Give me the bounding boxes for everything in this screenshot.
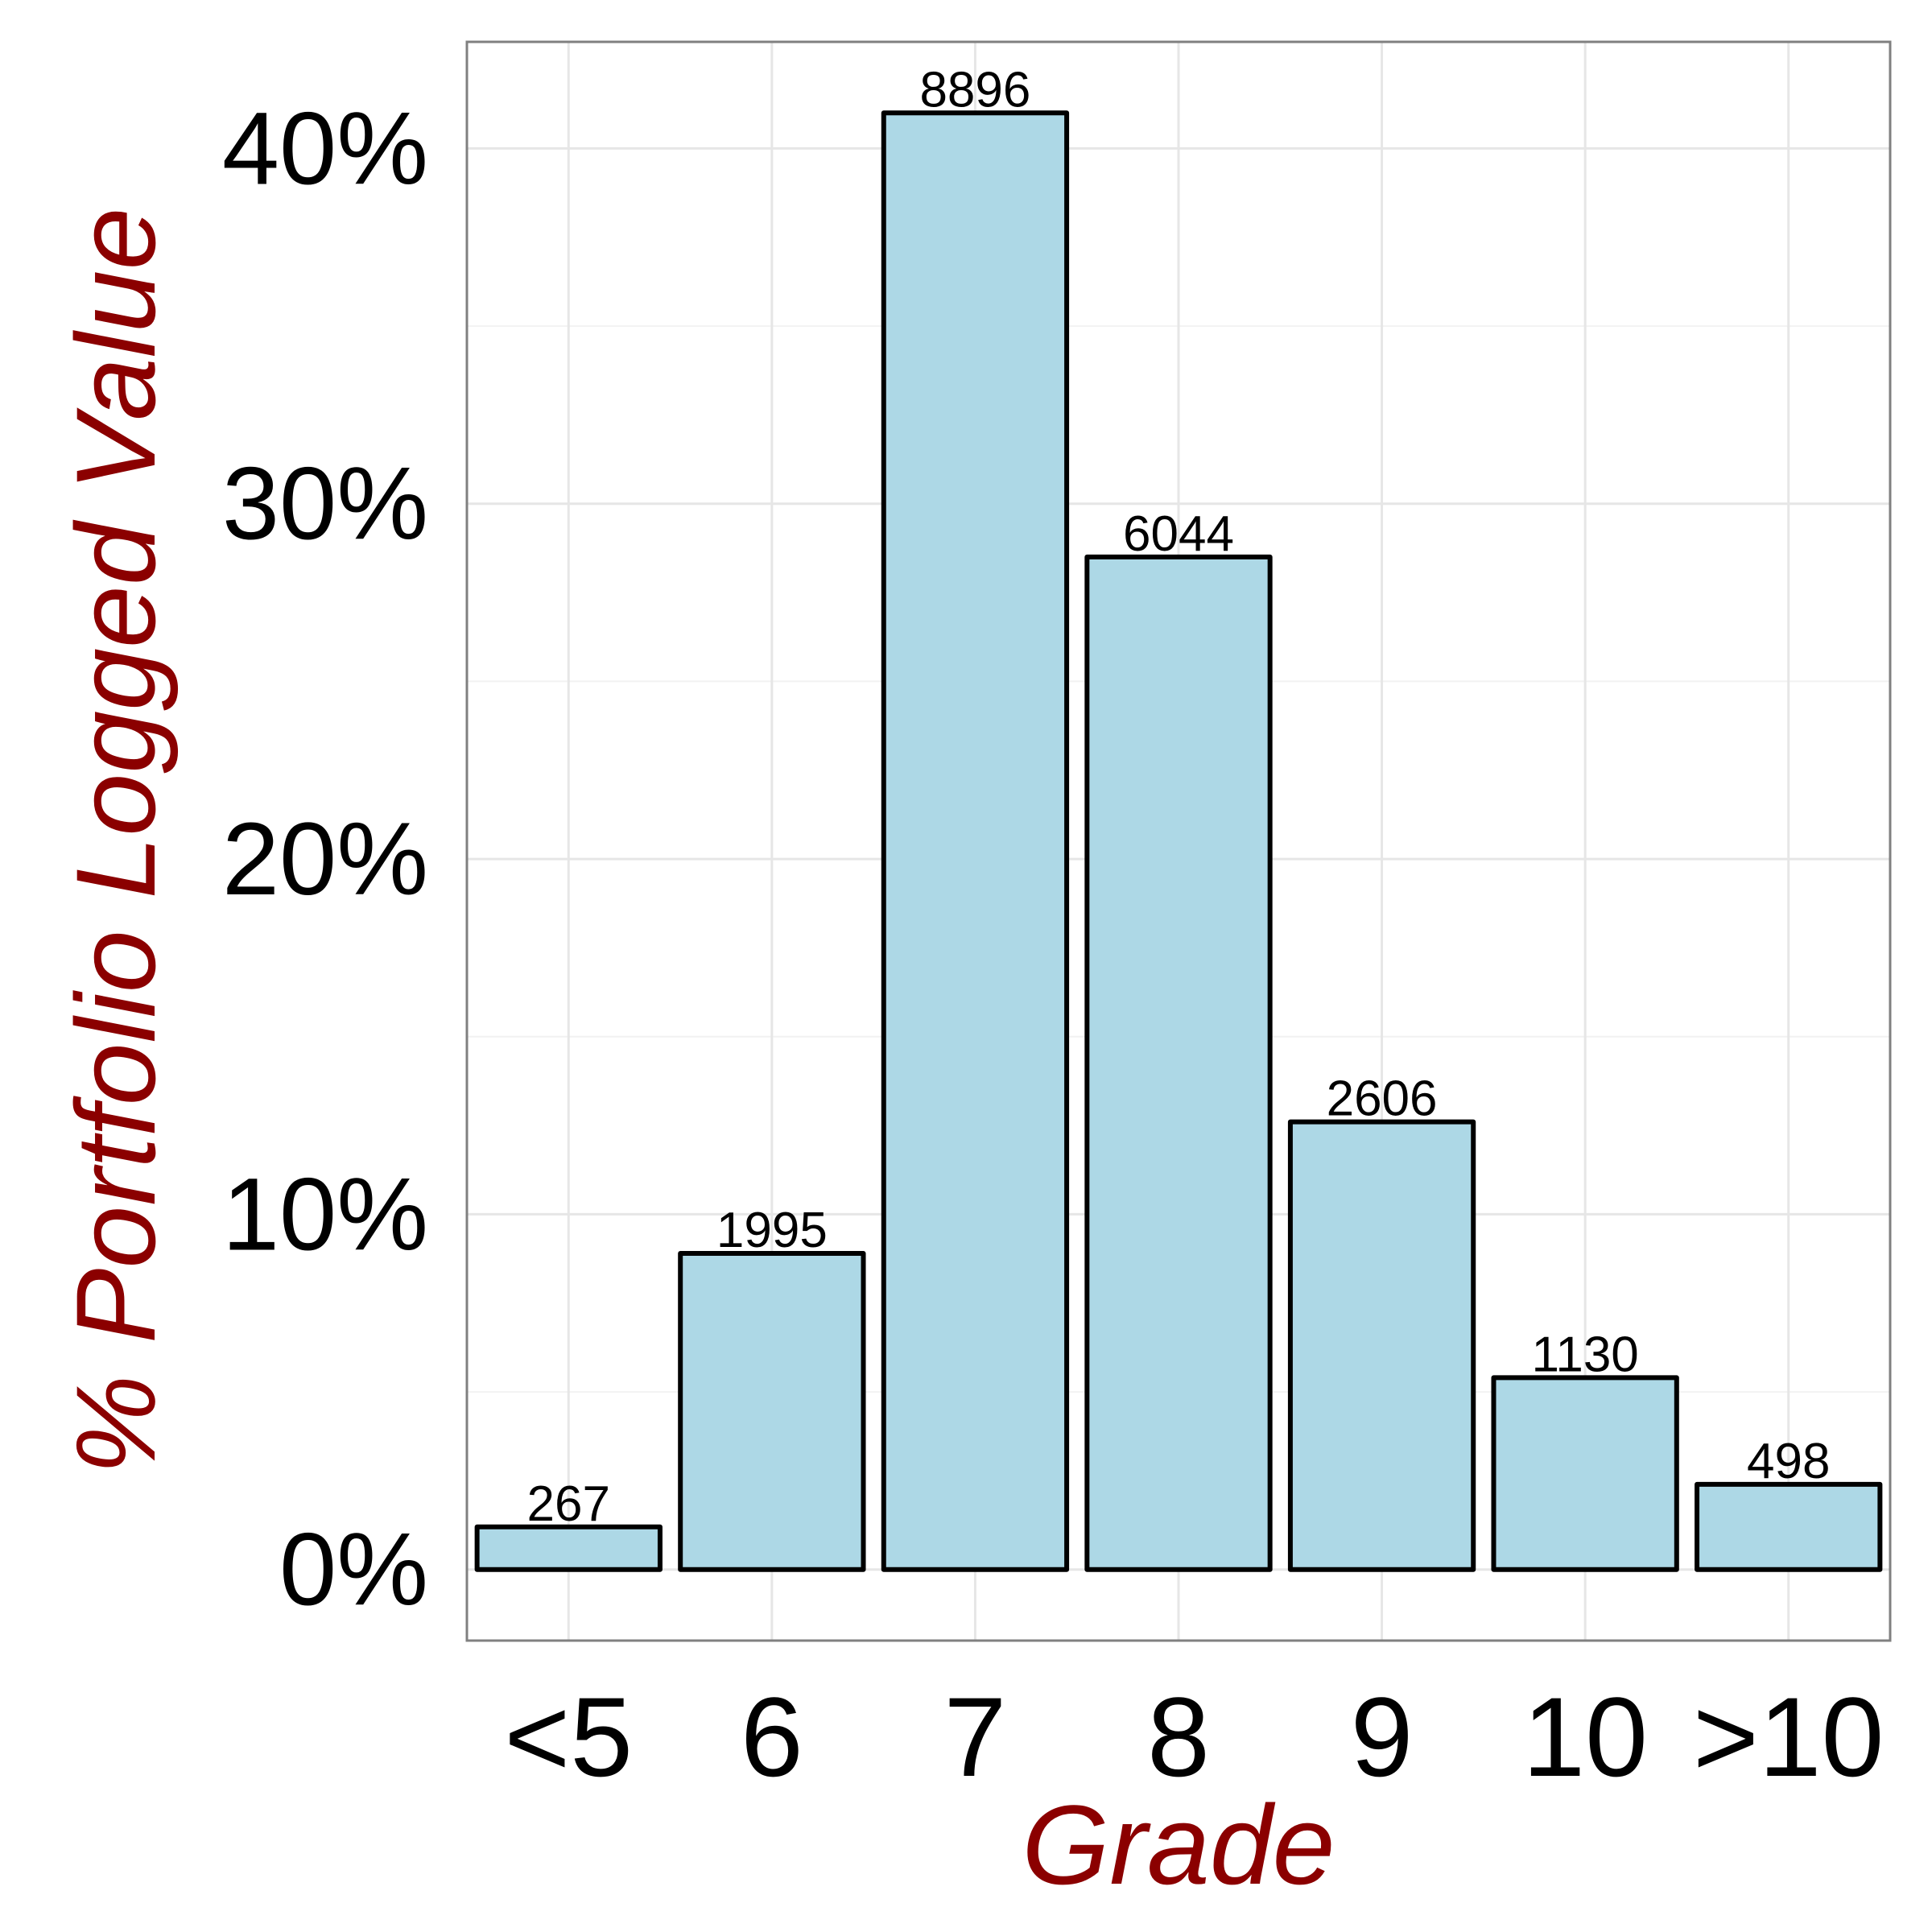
y-tick-label: 40% bbox=[222, 91, 428, 206]
x-tick-label: 7 bbox=[943, 1674, 1006, 1800]
bar-value-label: 2606 bbox=[1327, 1071, 1438, 1127]
bar-value-label: 498 bbox=[1747, 1434, 1830, 1489]
bar bbox=[474, 1524, 663, 1572]
bar bbox=[1287, 1119, 1476, 1572]
bar bbox=[1491, 1375, 1679, 1572]
bar-value-labels: 267 1995 8896 6044 2606 1130 498 bbox=[527, 62, 1831, 1532]
x-tick-labels: <5 6 7 8 9 10 >10 bbox=[504, 1674, 1884, 1800]
x-tick-label: 10 bbox=[1522, 1674, 1648, 1800]
bar bbox=[1695, 1481, 1883, 1572]
y-tick-label: 30% bbox=[222, 447, 428, 562]
y-tick-label: 20% bbox=[222, 802, 428, 917]
x-tick-label: 8 bbox=[1147, 1674, 1210, 1800]
x-axis-title: Grade bbox=[1022, 1781, 1335, 1908]
x-tick-label: 9 bbox=[1351, 1674, 1414, 1800]
x-tick-label: 6 bbox=[741, 1674, 803, 1800]
bar-value-label: 6044 bbox=[1123, 506, 1234, 562]
bars bbox=[474, 110, 1883, 1572]
bar bbox=[881, 110, 1070, 1572]
bar-value-label: 267 bbox=[527, 1476, 610, 1532]
x-tick-label: >10 bbox=[1693, 1674, 1884, 1800]
panel-border bbox=[465, 40, 1892, 1642]
bar-value-label: 8896 bbox=[919, 62, 1030, 118]
bar bbox=[1084, 554, 1273, 1572]
bar bbox=[678, 1250, 866, 1572]
bar-value-label: 1130 bbox=[1531, 1327, 1638, 1382]
y-tick-label: 10% bbox=[222, 1157, 428, 1272]
y-tick-label: 0% bbox=[279, 1513, 428, 1628]
y-tick-labels: 0% 10% 20% 30% 40% bbox=[222, 91, 428, 1627]
x-tick-label: <5 bbox=[504, 1674, 633, 1800]
y-axis-title: % Portfolio Logged Value bbox=[52, 208, 179, 1476]
bar-value-label: 1995 bbox=[716, 1203, 828, 1258]
